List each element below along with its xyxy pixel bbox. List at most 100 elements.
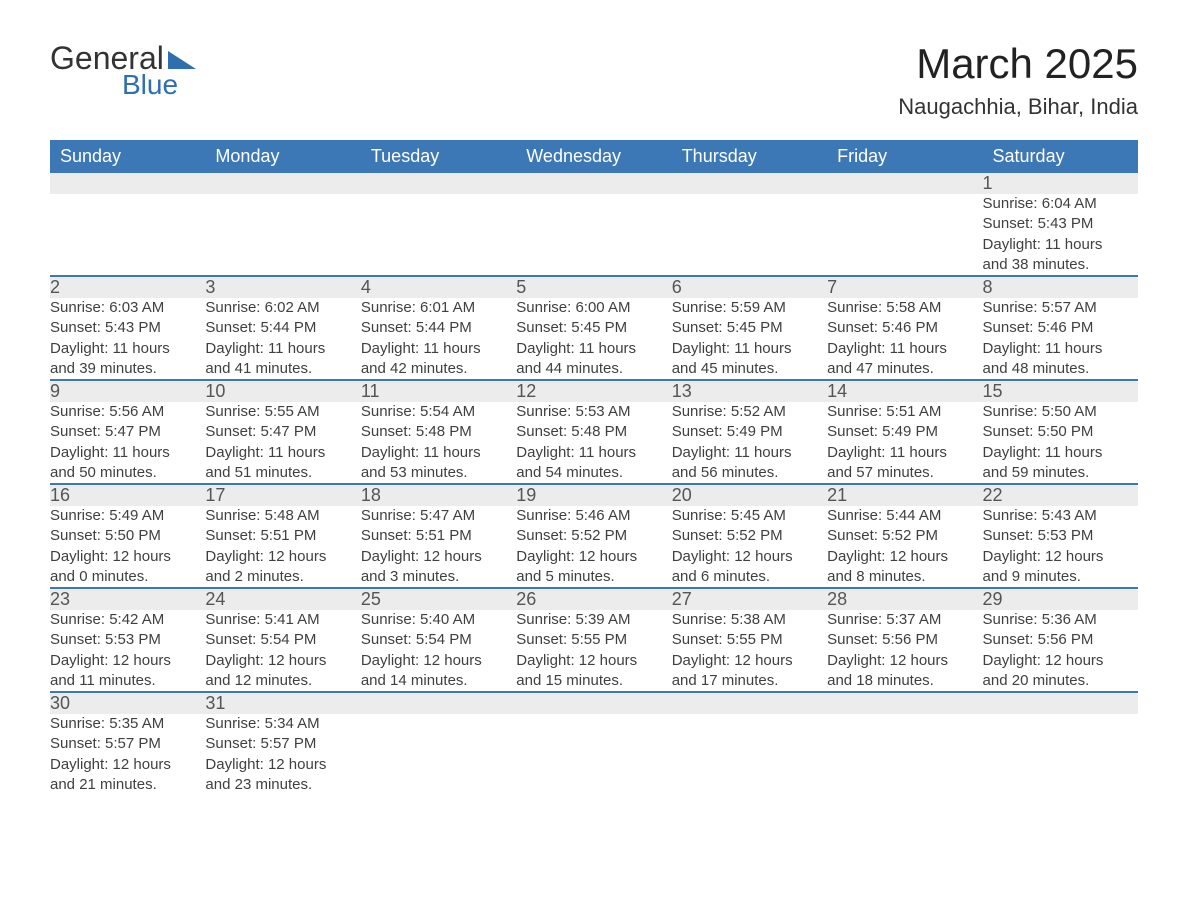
day-number: 30 (50, 692, 205, 714)
day-data: Sunrise: 5:34 AMSunset: 5:57 PMDaylight:… (205, 714, 360, 795)
day-data: Sunrise: 5:46 AMSunset: 5:52 PMDaylight:… (516, 506, 671, 588)
day-data: Sunrise: 5:50 AMSunset: 5:50 PMDaylight:… (983, 402, 1138, 484)
day-number: 23 (50, 588, 205, 610)
day-number: 2 (50, 276, 205, 298)
day-data: Sunrise: 5:36 AMSunset: 5:56 PMDaylight:… (983, 610, 1138, 692)
day-number (516, 692, 671, 714)
day-number: 21 (827, 484, 982, 506)
day-number: 31 (205, 692, 360, 714)
day-data (672, 194, 827, 276)
day-number: 9 (50, 380, 205, 402)
day-number (827, 173, 982, 194)
day-number: 26 (516, 588, 671, 610)
day-data: Sunrise: 5:54 AMSunset: 5:48 PMDaylight:… (361, 402, 516, 484)
day-data: Sunrise: 5:43 AMSunset: 5:53 PMDaylight:… (983, 506, 1138, 588)
day-data: Sunrise: 5:56 AMSunset: 5:47 PMDaylight:… (50, 402, 205, 484)
day-data: Sunrise: 5:38 AMSunset: 5:55 PMDaylight:… (672, 610, 827, 692)
day-number: 22 (983, 484, 1138, 506)
day-data (827, 194, 982, 276)
day-data (827, 714, 982, 795)
day-data: Sunrise: 5:41 AMSunset: 5:54 PMDaylight:… (205, 610, 360, 692)
day-data (516, 194, 671, 276)
day-data: Sunrise: 5:44 AMSunset: 5:52 PMDaylight:… (827, 506, 982, 588)
day-number: 17 (205, 484, 360, 506)
day-number: 7 (827, 276, 982, 298)
day-number: 20 (672, 484, 827, 506)
day-data: Sunrise: 6:02 AMSunset: 5:44 PMDaylight:… (205, 298, 360, 380)
month-title: March 2025 (898, 40, 1138, 88)
day-number: 1 (983, 173, 1138, 194)
day-number: 6 (672, 276, 827, 298)
day-number: 15 (983, 380, 1138, 402)
day-number: 29 (983, 588, 1138, 610)
location: Naugachhia, Bihar, India (898, 94, 1138, 120)
day-data: Sunrise: 5:59 AMSunset: 5:45 PMDaylight:… (672, 298, 827, 380)
day-number: 11 (361, 380, 516, 402)
logo-text-blue: Blue (122, 69, 178, 101)
day-data: Sunrise: 5:40 AMSunset: 5:54 PMDaylight:… (361, 610, 516, 692)
day-number: 19 (516, 484, 671, 506)
day-number: 14 (827, 380, 982, 402)
day-data: Sunrise: 5:53 AMSunset: 5:48 PMDaylight:… (516, 402, 671, 484)
day-data: Sunrise: 5:39 AMSunset: 5:55 PMDaylight:… (516, 610, 671, 692)
day-data: Sunrise: 5:58 AMSunset: 5:46 PMDaylight:… (827, 298, 982, 380)
day-number: 18 (361, 484, 516, 506)
day-number: 13 (672, 380, 827, 402)
logo: General Blue (50, 40, 196, 101)
day-number: 28 (827, 588, 982, 610)
day-data (361, 714, 516, 795)
day-data: Sunrise: 5:49 AMSunset: 5:50 PMDaylight:… (50, 506, 205, 588)
day-number (827, 692, 982, 714)
day-number (672, 173, 827, 194)
title-block: March 2025 Naugachhia, Bihar, India (898, 40, 1138, 120)
weekday-header: Monday (205, 140, 360, 173)
day-number (983, 692, 1138, 714)
day-number: 24 (205, 588, 360, 610)
day-number (672, 692, 827, 714)
day-data: Sunrise: 5:47 AMSunset: 5:51 PMDaylight:… (361, 506, 516, 588)
day-number (205, 173, 360, 194)
day-data: Sunrise: 6:00 AMSunset: 5:45 PMDaylight:… (516, 298, 671, 380)
weekday-header: Tuesday (361, 140, 516, 173)
day-data (672, 714, 827, 795)
day-number: 27 (672, 588, 827, 610)
day-data: Sunrise: 5:55 AMSunset: 5:47 PMDaylight:… (205, 402, 360, 484)
day-number: 12 (516, 380, 671, 402)
weekday-header: Sunday (50, 140, 205, 173)
day-data (361, 194, 516, 276)
calendar-table: SundayMondayTuesdayWednesdayThursdayFrid… (50, 140, 1138, 795)
day-data: Sunrise: 6:03 AMSunset: 5:43 PMDaylight:… (50, 298, 205, 380)
header: General Blue March 2025 Naugachhia, Biha… (50, 40, 1138, 120)
day-data: Sunrise: 5:52 AMSunset: 5:49 PMDaylight:… (672, 402, 827, 484)
weekday-header: Saturday (983, 140, 1138, 173)
day-data: Sunrise: 5:51 AMSunset: 5:49 PMDaylight:… (827, 402, 982, 484)
calendar-header-row: SundayMondayTuesdayWednesdayThursdayFrid… (50, 140, 1138, 173)
day-data: Sunrise: 5:45 AMSunset: 5:52 PMDaylight:… (672, 506, 827, 588)
day-data: Sunrise: 5:48 AMSunset: 5:51 PMDaylight:… (205, 506, 360, 588)
day-number (361, 692, 516, 714)
day-number: 4 (361, 276, 516, 298)
day-data: Sunrise: 6:04 AMSunset: 5:43 PMDaylight:… (983, 194, 1138, 276)
weekday-header: Wednesday (516, 140, 671, 173)
day-data: Sunrise: 5:57 AMSunset: 5:46 PMDaylight:… (983, 298, 1138, 380)
weekday-header: Friday (827, 140, 982, 173)
logo-triangle-icon (168, 51, 196, 69)
day-number: 10 (205, 380, 360, 402)
day-number (516, 173, 671, 194)
day-data: Sunrise: 5:35 AMSunset: 5:57 PMDaylight:… (50, 714, 205, 795)
weekday-header: Thursday (672, 140, 827, 173)
day-data (983, 714, 1138, 795)
day-data: Sunrise: 6:01 AMSunset: 5:44 PMDaylight:… (361, 298, 516, 380)
day-number: 3 (205, 276, 360, 298)
day-data: Sunrise: 5:37 AMSunset: 5:56 PMDaylight:… (827, 610, 982, 692)
day-data (50, 194, 205, 276)
day-number: 5 (516, 276, 671, 298)
day-number (361, 173, 516, 194)
day-number: 16 (50, 484, 205, 506)
day-data (205, 194, 360, 276)
day-number (50, 173, 205, 194)
day-data (516, 714, 671, 795)
day-number: 8 (983, 276, 1138, 298)
day-data: Sunrise: 5:42 AMSunset: 5:53 PMDaylight:… (50, 610, 205, 692)
day-number: 25 (361, 588, 516, 610)
